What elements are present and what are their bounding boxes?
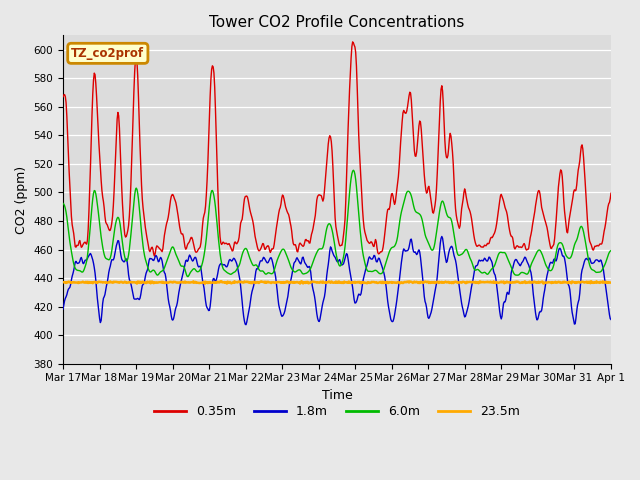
- Text: TZ_co2prof: TZ_co2prof: [71, 47, 145, 60]
- Legend: 0.35m, 1.8m, 6.0m, 23.5m: 0.35m, 1.8m, 6.0m, 23.5m: [150, 400, 525, 423]
- Y-axis label: CO2 (ppm): CO2 (ppm): [15, 166, 28, 234]
- Title: Tower CO2 Profile Concentrations: Tower CO2 Profile Concentrations: [209, 15, 465, 30]
- X-axis label: Time: Time: [322, 389, 353, 402]
